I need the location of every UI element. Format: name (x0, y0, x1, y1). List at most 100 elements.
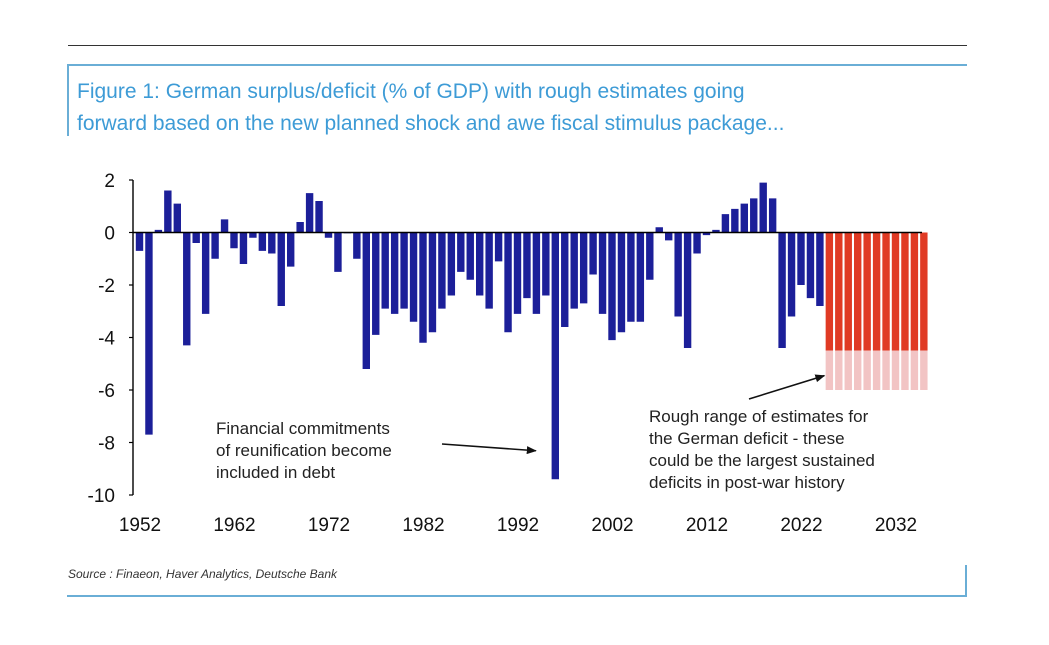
y-tick-label-1: 0 (104, 224, 115, 245)
bar-1996 (551, 232, 559, 480)
bar-1956 (173, 203, 181, 233)
bar-2020 (778, 232, 786, 348)
x-tick-label-2022: 2022 (780, 515, 822, 536)
bar-1976 (362, 232, 370, 369)
chart-title: Figure 1: German surplus/deficit (% of G… (77, 76, 957, 140)
x-tick-label-2012: 2012 (686, 515, 728, 536)
annotation-estimates-line-3: could be the largest sustained (649, 451, 875, 470)
bar-1958 (192, 232, 200, 243)
annotation-estimates-line-1: Rough range of estimates for (649, 407, 869, 426)
x-tick-label-1972: 1972 (308, 515, 350, 536)
bar-1978 (381, 232, 389, 309)
bar-2007 (655, 227, 663, 233)
bar-2012 (702, 232, 711, 236)
bar-1966 (268, 232, 276, 254)
annotation-reunification: Financial commitments of reunification b… (216, 418, 392, 484)
bar-2023 (806, 232, 815, 299)
bar-1968 (287, 232, 295, 267)
bar-2022 (797, 232, 805, 285)
estimate-range-2035 (920, 350, 928, 390)
y-tick-label-6: -10 (88, 486, 115, 507)
bar-2011 (693, 232, 701, 254)
bar-1992 (513, 232, 522, 314)
bar-2010 (683, 232, 692, 348)
chart-title-line-1: Figure 1: German surplus/deficit (% of G… (77, 80, 745, 103)
y-tick-label-2: -2 (98, 276, 115, 297)
estimate-range-2028 (854, 350, 862, 390)
bar-1981 (409, 232, 418, 322)
bar-1999 (579, 232, 588, 304)
bar-1975 (353, 232, 361, 259)
y-tick-label-0: 2 (104, 171, 115, 192)
estimate-range-2034 (910, 350, 919, 390)
bar-2013 (712, 229, 720, 233)
estimate-bar-2026 (835, 232, 843, 351)
annotation-estimates-line-4: deficits in post-war history (649, 473, 845, 492)
bar-2005 (636, 232, 645, 322)
bar-1959 (201, 232, 210, 314)
bar-2004 (627, 232, 635, 322)
bar-1961 (220, 219, 229, 233)
bar-1980 (400, 232, 408, 309)
estimate-bar-2031 (882, 232, 890, 351)
bar-1965 (258, 232, 267, 251)
estimate-range-2032 (891, 350, 900, 390)
y-tick-label-3: -4 (98, 329, 115, 350)
annotation-reunification-line-3: included in debt (216, 463, 336, 482)
estimate-range-2033 (901, 350, 909, 390)
estimate-range-2027 (844, 350, 852, 390)
annotation-arrows (441, 374, 826, 455)
bar-2019 (768, 198, 777, 233)
bar-2008 (665, 232, 673, 241)
estimate-bar-2027 (844, 232, 852, 351)
bar-1952 (135, 232, 144, 251)
bar-1985 (447, 232, 456, 296)
bar-1972 (324, 232, 333, 238)
bar-1970 (305, 193, 314, 233)
bar-1955 (164, 190, 172, 233)
estimate-bar-2035 (920, 232, 928, 351)
bar-1982 (419, 232, 427, 343)
bar-1998 (570, 232, 578, 309)
source-frame (67, 565, 967, 597)
bar-1988 (476, 232, 484, 296)
bar-1983 (428, 232, 437, 333)
bar-1962 (230, 232, 238, 249)
estimate-bar-2025 (825, 232, 834, 351)
annotation-estimates-line-2: the German deficit - these (649, 429, 845, 448)
arrow-estimates (748, 374, 826, 400)
bar-1954 (154, 229, 163, 233)
title-frame (67, 64, 967, 136)
x-tick-label-1962: 1962 (213, 515, 255, 536)
bar-1953 (145, 232, 153, 435)
estimate-range-2026 (835, 350, 843, 390)
bar-1997 (561, 232, 569, 327)
estimate-bar-2034 (910, 232, 919, 351)
annotation-reunification-line-2: of reunification become (216, 441, 392, 460)
bar-2002 (608, 232, 616, 341)
bar-1977 (372, 232, 380, 335)
annotation-estimates: Rough range of estimates for the German … (649, 406, 875, 494)
bar-1993 (523, 232, 531, 299)
arrow-reunification (441, 443, 537, 455)
bar-2014 (721, 214, 730, 233)
estimate-bar-2029 (863, 232, 871, 351)
bar-2017 (750, 198, 758, 233)
bar-2009 (674, 232, 682, 317)
annotation-reunification-line-1: Financial commitments (216, 419, 390, 438)
x-tick-label-2002: 2002 (591, 515, 633, 536)
bar-1991 (504, 232, 512, 333)
bar-1990 (494, 232, 503, 262)
x-tick-label-1952: 1952 (119, 515, 161, 536)
x-tick-label-2032: 2032 (875, 515, 917, 536)
estimate-bar-2032 (891, 232, 900, 351)
bar-1989 (485, 232, 493, 309)
x-tick-label-1992: 1992 (497, 515, 539, 536)
bar-2015 (731, 208, 739, 233)
bar-1963 (239, 232, 248, 264)
bar-1979 (390, 232, 399, 314)
bar-1960 (211, 232, 219, 259)
estimate-range-2030 (872, 350, 881, 390)
